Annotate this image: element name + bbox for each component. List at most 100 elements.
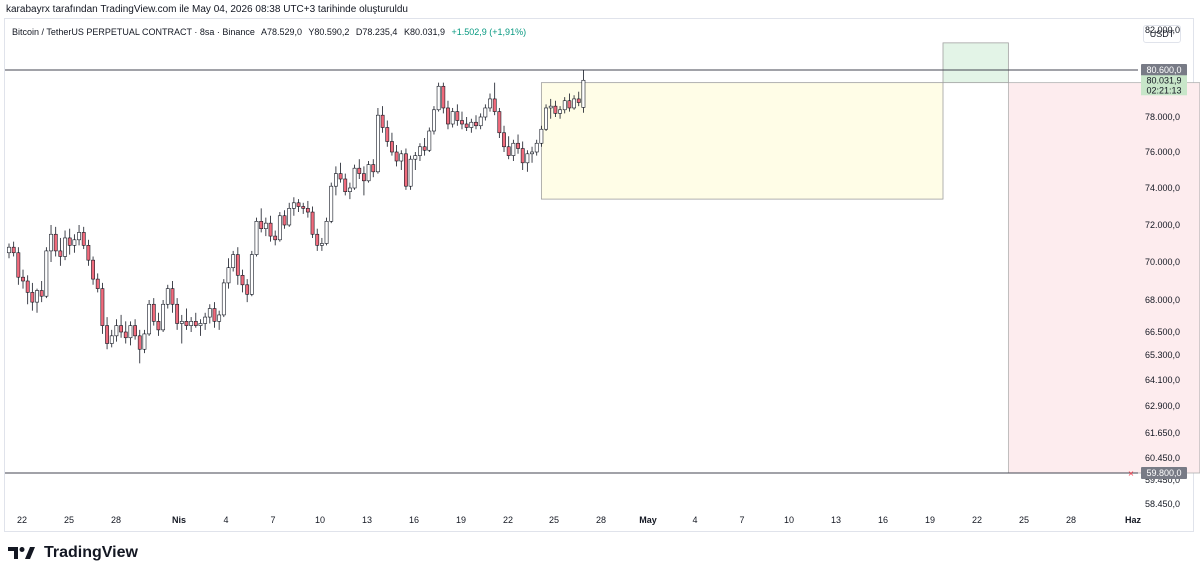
candle-body <box>385 127 390 142</box>
time-tick-label: 10 <box>784 515 794 525</box>
lower-level-label-bg <box>1141 467 1187 479</box>
candle-body <box>81 232 86 246</box>
ohlc-close: K80.031,9 <box>403 27 445 37</box>
time-tick-label: 16 <box>878 515 888 525</box>
candle-body <box>530 151 534 155</box>
candle-body <box>418 146 422 156</box>
candle-body <box>105 325 109 344</box>
candle-body <box>352 167 357 189</box>
candle-body <box>53 233 58 252</box>
candle-body <box>254 221 259 255</box>
candle-body <box>240 274 245 286</box>
countdown-label: 02:21:13 <box>1146 85 1181 95</box>
candle-body <box>249 254 254 295</box>
candle-body <box>432 109 436 132</box>
candle-body <box>525 153 530 164</box>
candle-body <box>179 321 184 324</box>
time-tick-label: 22 <box>17 515 27 525</box>
candle-body <box>203 316 208 324</box>
candle-body <box>119 325 123 333</box>
time-tick-label: Nis <box>172 515 186 525</box>
candle-body <box>516 142 520 149</box>
candle-body <box>394 151 399 162</box>
candle-body <box>277 215 282 241</box>
candle-body <box>49 233 53 252</box>
time-tick-label: 22 <box>503 515 513 525</box>
position-profit-zone[interactable] <box>1007 82 1200 474</box>
candle-body <box>483 107 488 118</box>
candle-body <box>488 98 492 109</box>
candle-body <box>114 325 119 337</box>
candle-body <box>539 128 544 144</box>
candle-body <box>67 237 72 246</box>
ohlc-open: A78.529,0 <box>260 27 302 37</box>
tradingview-logo[interactable]: TradingView <box>8 544 138 562</box>
candle-body <box>408 158 413 187</box>
candle-body <box>455 111 460 121</box>
time-tick-label: May <box>639 515 657 525</box>
candle-body <box>301 206 306 209</box>
price-tick-label: 72.000,0 <box>1145 220 1180 230</box>
candle-body <box>446 107 450 125</box>
candle-body <box>161 303 166 331</box>
currency-button[interactable]: USDT <box>1143 25 1181 43</box>
candle-body <box>268 222 273 237</box>
position-stop-zone[interactable] <box>942 42 1009 84</box>
price-tick-label: 70.000,0 <box>1145 257 1180 267</box>
candle-body <box>137 335 142 350</box>
candle-body <box>502 132 506 148</box>
price-tick-label: 58.450,0 <box>1145 499 1180 509</box>
upper-level-label-bg <box>1141 64 1187 76</box>
current-price-label: 80.031,9 <box>1146 75 1181 85</box>
candle-body <box>77 232 81 241</box>
candle-body <box>133 325 137 337</box>
price-tick-label: 61.650,0 <box>1145 428 1180 438</box>
candle-body <box>319 243 324 246</box>
time-tick-label: 7 <box>270 515 275 525</box>
candle-body <box>100 288 105 326</box>
price-tick-label: 74.000,0 <box>1145 183 1180 193</box>
candle-body <box>95 278 100 289</box>
candle-body <box>245 284 250 295</box>
candle-body <box>427 130 432 151</box>
candle-body <box>581 79 586 108</box>
candle-body <box>35 290 39 303</box>
candle-body <box>329 185 334 222</box>
current-price-badge <box>1141 75 1187 96</box>
candle-body <box>235 254 240 276</box>
time-tick-label: 13 <box>362 515 372 525</box>
price-tick-label: 82.000,0 <box>1145 25 1180 35</box>
time-tick-label: 28 <box>596 515 606 525</box>
candle-body <box>548 105 553 109</box>
ohlc-high: Y80.590,2 <box>308 27 350 37</box>
candle-body <box>86 245 91 261</box>
price-tick-label: 65.300,0 <box>1145 350 1180 360</box>
candle-body <box>151 303 156 322</box>
candle-body <box>436 85 441 111</box>
price-tick-label: 60.450,0 <box>1145 453 1180 463</box>
candle-body <box>193 321 198 326</box>
price-tick-label: 64.100,0 <box>1145 375 1180 385</box>
candle-body <box>128 325 133 339</box>
cross-marker-icon[interactable]: × <box>1128 469 1135 478</box>
candle-body <box>534 142 539 153</box>
price-tick-label: 68.000,0 <box>1145 295 1180 305</box>
candle-body <box>109 335 114 344</box>
upper-level-label: 80.600,0 <box>1146 65 1181 75</box>
time-tick-label: 25 <box>1019 515 1029 525</box>
candle-body <box>441 85 446 109</box>
candle-body <box>310 211 315 235</box>
candle-body <box>562 100 567 111</box>
candle-body <box>91 259 95 280</box>
symbol-name[interactable]: Bitcoin / TetherUS PERPETUAL CONTRACT · … <box>12 27 255 37</box>
ohlc-change: +1.502,9 (+1,91%) <box>451 27 527 37</box>
candle-body <box>217 314 222 322</box>
candle-body <box>520 148 525 164</box>
lower-level-label: 59.800,0 <box>1146 468 1181 478</box>
candle-body <box>399 153 404 162</box>
range-box[interactable] <box>540 82 944 200</box>
candle-body <box>165 288 170 305</box>
candle-body <box>343 178 348 192</box>
candle-body <box>422 146 427 151</box>
